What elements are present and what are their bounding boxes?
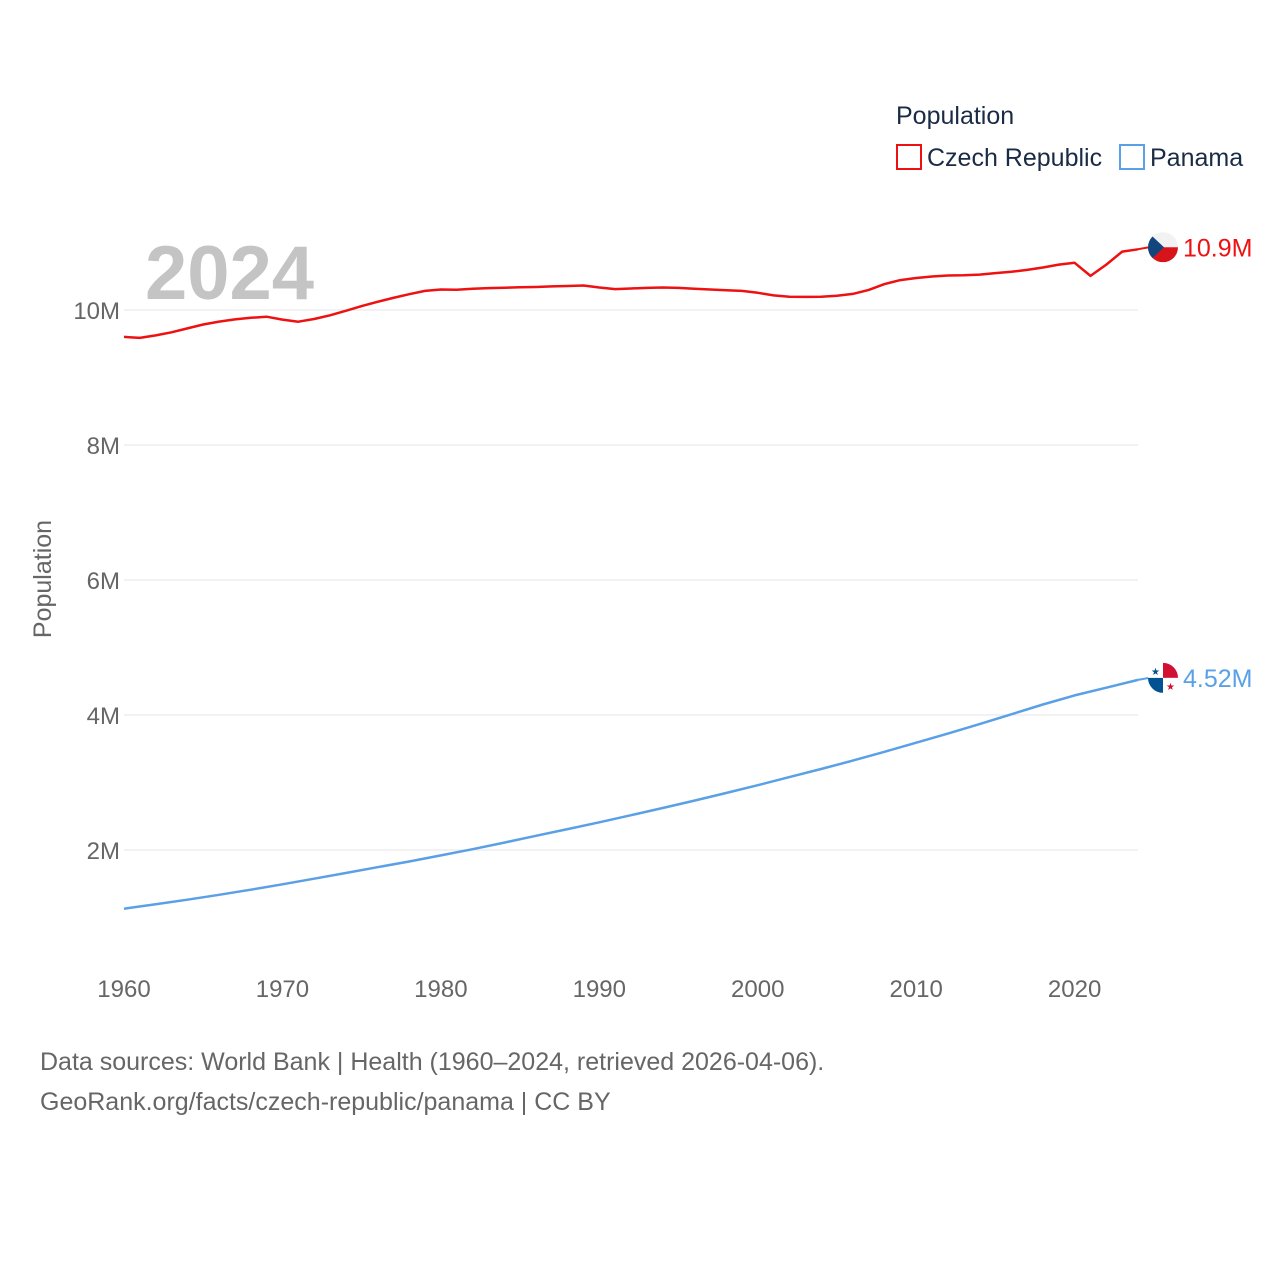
x-tick-label: 2010 (889, 976, 942, 1003)
source-link[interactable]: GeoRank.org/facts/czech-republic/panama … (40, 1088, 611, 1116)
x-tick-label: 1990 (573, 976, 626, 1003)
x-tick-label: 1960 (97, 976, 150, 1003)
x-tick-label: 2020 (1048, 976, 1101, 1003)
end-connector-panama (1137, 676, 1150, 681)
czech-flag-icon (1148, 232, 1178, 263)
legend-label-panama: Panama (1150, 144, 1243, 172)
legend-label-czech-republic: Czech Republic (927, 144, 1102, 172)
x-tick-label: 2000 (731, 976, 784, 1003)
y-tick-label: 2M (87, 838, 120, 865)
legend-swatch-panama (1119, 144, 1145, 170)
y-tick-label: 8M (87, 433, 120, 460)
x-tick-label: 1970 (256, 976, 309, 1003)
legend-swatch-czech-republic (896, 144, 922, 170)
series-lines (123, 248, 1139, 910)
population-line-chart: 2M 4M 6M 8M 10M 1960 1970 1980 1990 2000 2010 2020… (29, 102, 1252, 1003)
end-value-label-czech-republic: 10.9M (1183, 234, 1252, 262)
svg-text:★: ★ (1151, 667, 1160, 678)
y-axis-title: Population (29, 520, 57, 638)
y-axis-ticks: 2M 4M 6M 8M 10M (73, 298, 120, 865)
series-line-panama (123, 678, 1139, 910)
end-labels: 10.9M★★ 4.52M (1137, 232, 1252, 693)
data-source-note: Data sources: World Bank | Health (1960–… (40, 1048, 825, 1076)
y-tick-label: 4M (87, 703, 120, 730)
svg-text:★: ★ (1166, 682, 1175, 693)
panama-flag-icon: ★★ (1148, 662, 1178, 693)
series-line-czech-republic (123, 248, 1139, 340)
footer: Data sources: World Bank | Health (1960–… (40, 1042, 824, 1122)
legend: Population Czech Republic Panama (896, 102, 1243, 172)
legend-item-czech-republic[interactable]: Czech Republic (896, 144, 1102, 172)
end-connector-czech-republic (1137, 246, 1150, 251)
y-tick-label: 10M (73, 298, 120, 325)
end-value-label-panama: 4.52M (1183, 665, 1252, 693)
legend-item-panama[interactable]: Panama (1119, 144, 1243, 172)
x-axis-ticks: 1960 1970 1980 1990 2000 2010 2020 (97, 976, 1101, 1003)
x-tick-label: 1980 (414, 976, 467, 1003)
year-label: 2024 (145, 231, 314, 316)
y-tick-label: 6M (87, 568, 120, 595)
gridlines (124, 309, 1138, 851)
legend-title: Population (896, 102, 1014, 130)
